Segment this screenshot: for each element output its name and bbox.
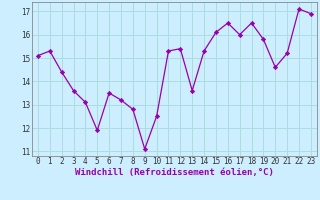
X-axis label: Windchill (Refroidissement éolien,°C): Windchill (Refroidissement éolien,°C) (75, 168, 274, 177)
